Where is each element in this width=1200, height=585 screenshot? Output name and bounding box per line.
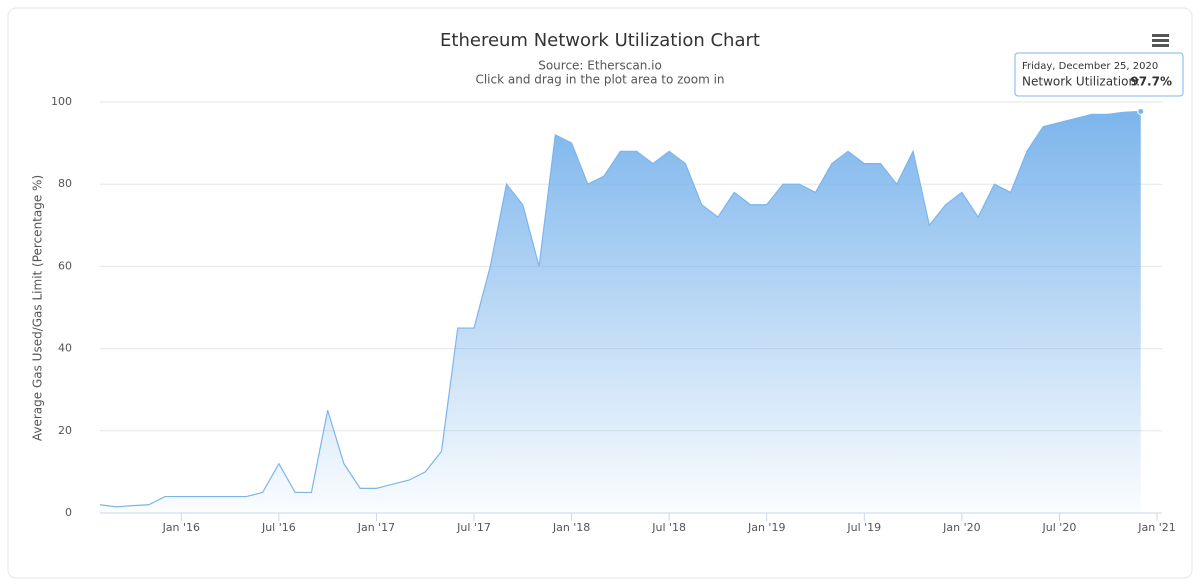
x-tick-label: Jan '19 [747,521,785,534]
y-tick-label: 0 [65,506,72,519]
menu-bar[interactable] [1152,44,1169,47]
tooltip-value: 97.7% [1130,75,1172,89]
tooltip-name: Network Utilization: [1022,75,1140,89]
x-tick-label: Jul '18 [651,521,686,534]
y-tick-label: 100 [51,95,72,108]
tooltip: Friday, December 25, 2020 Network Utiliz… [1014,52,1184,97]
x-tick-label: Jul '19 [846,521,881,534]
y-tick-label: 60 [58,259,72,272]
area-fill [100,111,1141,513]
x-tick-label: Jan '18 [552,521,590,534]
menu-bar[interactable] [1152,34,1169,37]
area-line [99,110,1141,508]
tooltip-point [1137,107,1145,115]
x-tick-label: Jul '20 [1042,521,1077,534]
chart-subtitle: Source: Etherscan.io [538,59,662,73]
x-tick-label: Jul '16 [261,521,296,534]
chart-title: Ethereum Network Utilization Chart [440,30,760,51]
y-tick-label: 20 [58,424,72,437]
y-tick-label: 80 [58,177,72,190]
tooltip-box [1014,52,1184,97]
menu-bar[interactable] [1152,39,1169,42]
menu-button[interactable] [1152,34,1169,47]
x-tick-label: Jan '16 [162,521,200,534]
tooltip-title: Friday, December 25, 2020 [1022,61,1158,72]
x-tick-label: Jul '17 [456,521,491,534]
zoom-hint: Click and drag in the plot area to zoom … [475,73,724,87]
plot [99,107,1145,513]
x-tick-label: Jan '17 [357,521,395,534]
x-tick-label: Jan '20 [942,521,980,534]
x-tick-label: Jan '21 [1137,521,1175,534]
y-tick-label: 40 [58,342,72,355]
y-axis-title: Average Gas Used/Gas Limit (Percentage %… [31,175,45,441]
